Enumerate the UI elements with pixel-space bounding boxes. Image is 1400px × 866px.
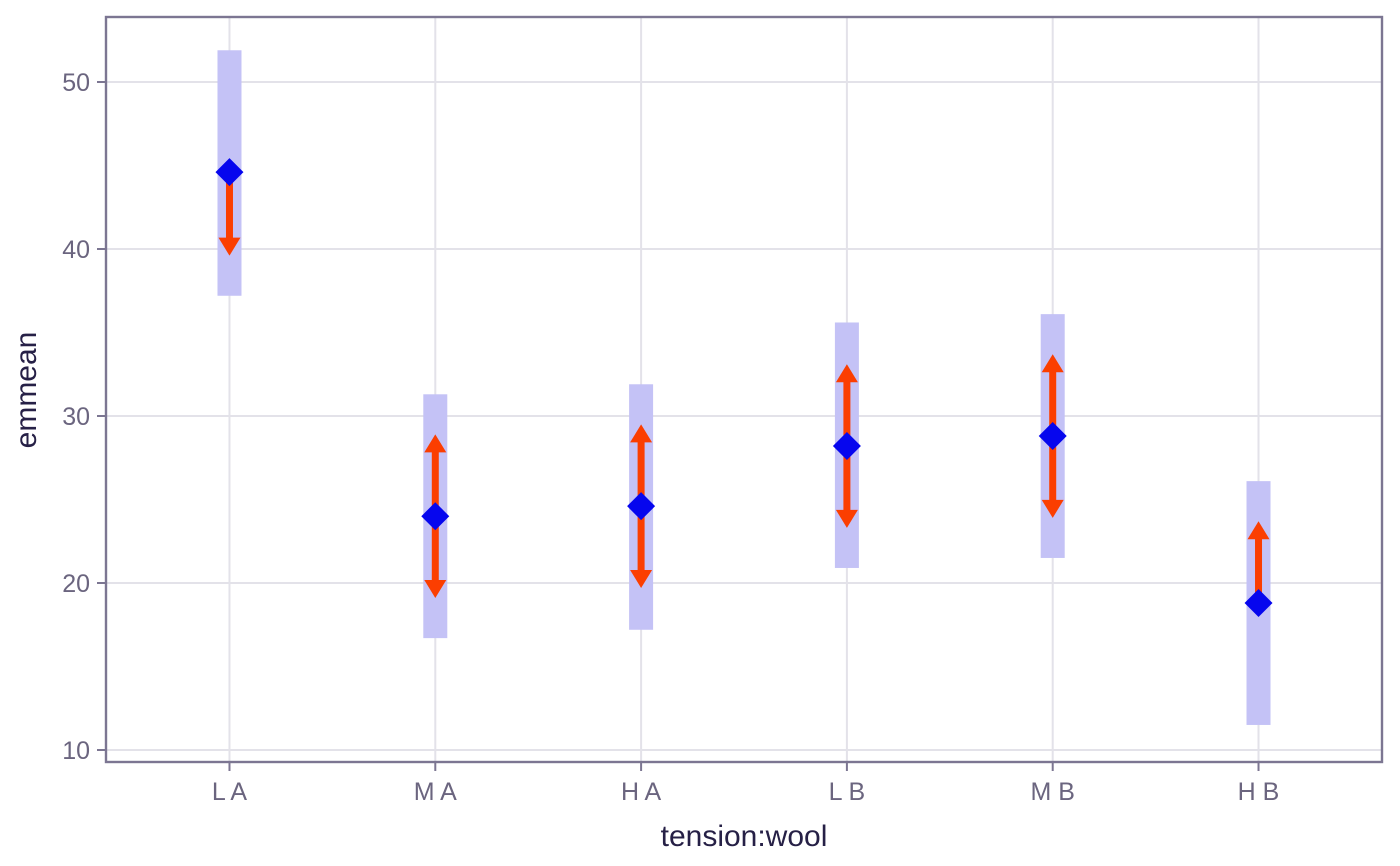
x-tick-label-M-A: M A	[414, 778, 457, 806]
mean-diamond-M-B	[1038, 422, 1067, 451]
mean-diamond-L-B	[832, 432, 861, 461]
mean-diamond-M-A	[421, 502, 450, 531]
comparison-arrowhead-up-M-A	[424, 434, 447, 453]
comparison-arrowhead-down-L-B	[835, 509, 858, 528]
y-tick-label-20: 20	[62, 570, 90, 598]
comparison-arrowhead-down-M-B	[1041, 499, 1064, 518]
x-tick-label-M-B: M B	[1030, 778, 1074, 806]
y-tick-label-50: 50	[62, 69, 90, 97]
comparison-arrowhead-down-M-A	[424, 580, 447, 599]
comparison-arrowhead-up-M-B	[1041, 354, 1064, 373]
y-axis-title: emmean	[10, 332, 43, 449]
x-tick-label-L-A: L A	[212, 778, 248, 806]
x-axis-title: tension:wool	[661, 820, 828, 853]
x-tick-label-L-B: L B	[829, 778, 866, 806]
axes-layer: 10 20 30 40 50 L A M A H A L B M B H B	[62, 69, 1279, 806]
panel-border	[104, 15, 1384, 764]
mean-diamond-H-B	[1244, 589, 1273, 618]
x-tick-label-H-B: H B	[1238, 778, 1280, 806]
y-tick-label-40: 40	[62, 236, 90, 264]
mean-diamond-L-A	[215, 158, 244, 187]
y-tick-label-30: 30	[62, 403, 90, 431]
comparison-arrowhead-down-H-A	[630, 570, 653, 589]
gridlines-layer	[106, 17, 1382, 762]
comparison-arrowhead-up-H-B	[1247, 521, 1270, 540]
y-tick-label-10: 10	[62, 737, 90, 765]
marks-layer	[215, 50, 1273, 725]
comparison-arrowhead-down-L-A	[218, 237, 241, 256]
x-tick-label-H-A: H A	[621, 778, 662, 806]
comparison-arrowhead-up-H-A	[630, 424, 653, 443]
comparison-arrowhead-up-L-B	[835, 364, 858, 383]
mean-diamond-H-A	[627, 492, 656, 521]
